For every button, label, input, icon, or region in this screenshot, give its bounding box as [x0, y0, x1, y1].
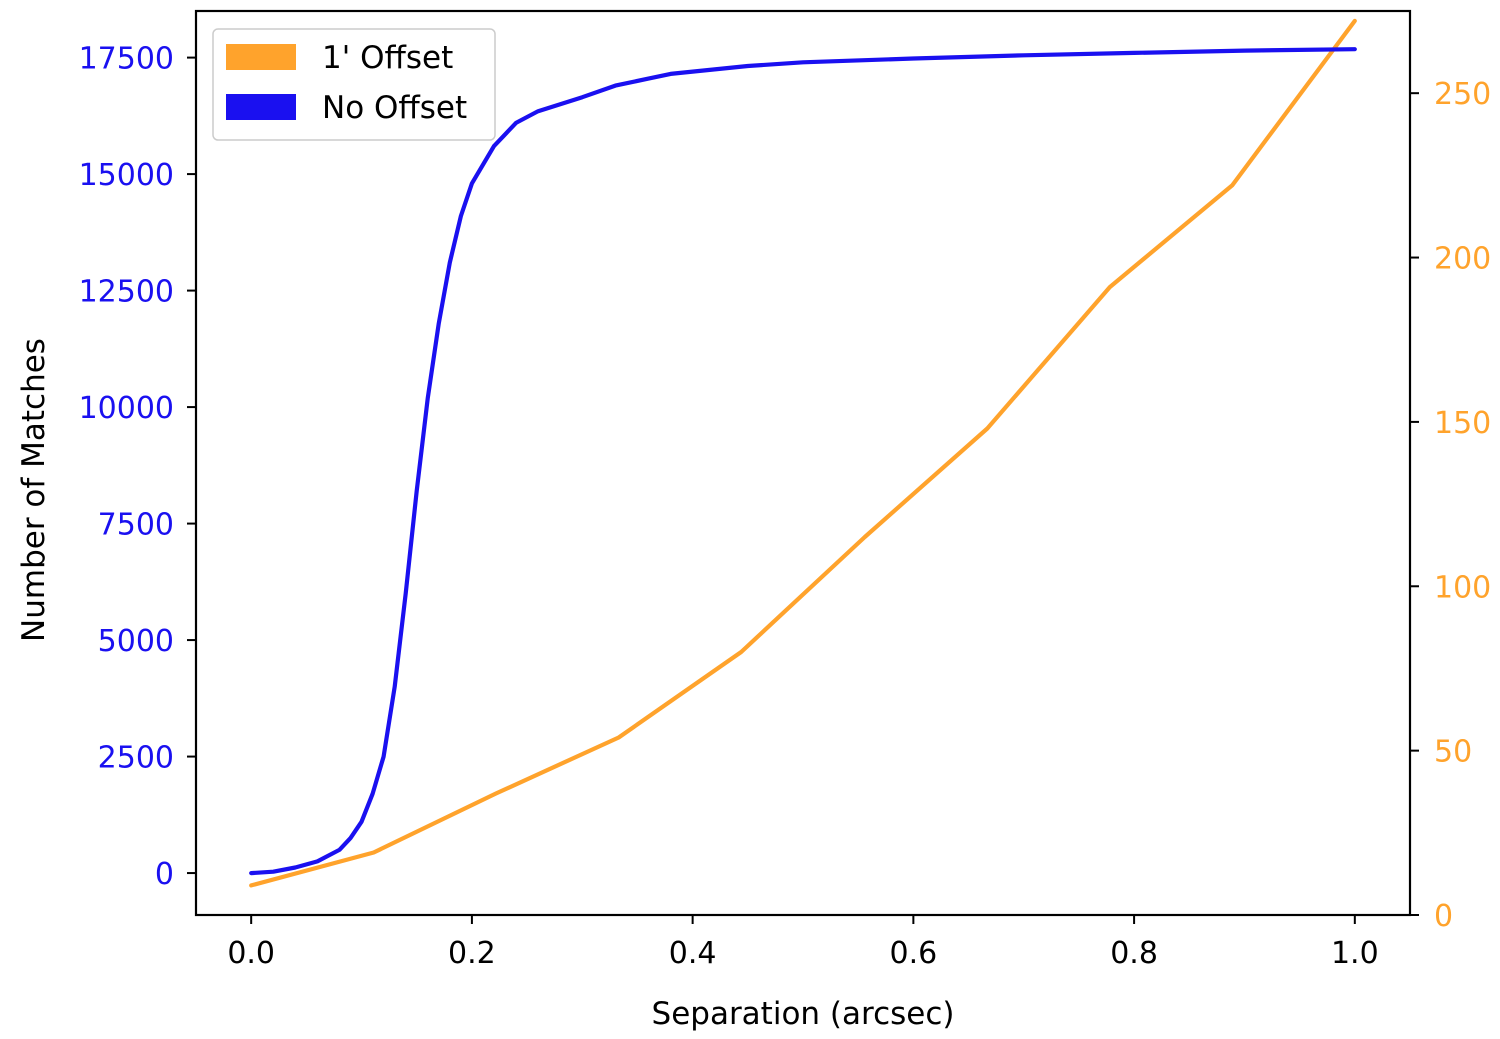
y-left-tick-label: 10000: [79, 391, 174, 426]
y-axis-left: 0 2500 5000 7500 10000 12500 15000 17500: [79, 42, 196, 892]
x-axis: 0.0 0.2 0.4 0.6 0.8 1.0: [227, 915, 1379, 971]
x-axis-title: Separation (arcsec): [652, 996, 955, 1032]
legend-label-offset: 1' Offset: [322, 40, 453, 76]
y-right-tick-label: 100: [1434, 570, 1491, 605]
y-right-tick-label: 250: [1434, 77, 1491, 112]
y-right-tick-label: 0: [1434, 899, 1453, 934]
x-tick-label: 0.8: [1110, 936, 1158, 971]
x-tick-label: 0.4: [669, 936, 717, 971]
y-left-tick-label: 17500: [79, 42, 174, 77]
y-axis-right: 0 50 100 150 200 250: [1410, 77, 1491, 934]
x-tick-label: 0.0: [227, 936, 275, 971]
y-left-tick-label: 5000: [98, 624, 174, 659]
y-left-tick-label: 2500: [98, 741, 174, 776]
series-line-no-offset: [249, 47, 1357, 876]
y-left-tick-label: 12500: [79, 275, 174, 310]
x-tick-label: 0.6: [890, 936, 938, 971]
legend-label-no-offset: No Offset: [322, 90, 467, 126]
legend-swatch-no-offset: [226, 94, 296, 120]
x-tick-label: 0.2: [448, 936, 496, 971]
y-left-tick-label: 7500: [98, 508, 174, 543]
series-line-offset: [249, 18, 1357, 888]
y-left-tick-label: 0: [155, 857, 174, 892]
y-right-tick-label: 200: [1434, 242, 1491, 277]
y-right-tick-label: 50: [1434, 735, 1472, 770]
y-axis-title: Number of Matches: [16, 338, 52, 642]
plot-lines: [249, 18, 1357, 888]
x-tick-label: 1.0: [1331, 936, 1379, 971]
y-right-tick-label: 150: [1434, 406, 1491, 441]
legend-swatch-offset: [226, 44, 296, 70]
plot-frame: [194, 9, 1412, 917]
legend: 1' Offset No Offset: [212, 28, 496, 141]
y-left-tick-label: 15000: [79, 158, 174, 193]
